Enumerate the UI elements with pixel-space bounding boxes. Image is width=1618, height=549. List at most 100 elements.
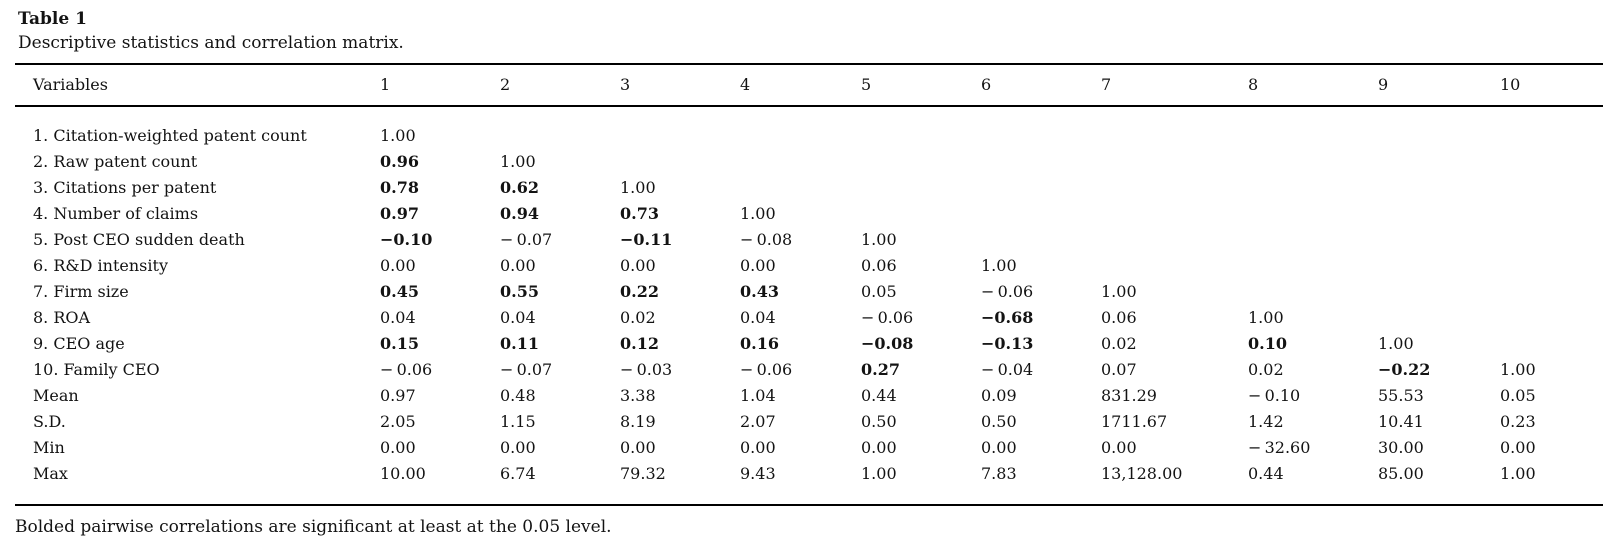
table-body: 1. Citation-weighted patent count 1.00 2. … [15,106,1603,505]
cell: 1.00 [1500,360,1536,379]
cell [981,149,1101,175]
table-row: Mean 0.97 0.48 3.38 1.04 0.44 0.09 831.29 − 0.10… [15,383,1603,409]
cell: 0.06 [1101,308,1137,327]
cell: 0.12 [620,334,659,353]
cell: 1.04 [740,386,776,405]
cell: 0.00 [1500,438,1536,457]
cell: 30.00 [1378,438,1424,457]
cell: 1.00 [861,464,897,483]
cell: 2.07 [740,412,776,431]
cell [1378,305,1500,331]
cell: − 0.07 [500,360,553,379]
cell [1500,175,1603,201]
cell: −0.22 [1378,360,1431,379]
cell [1378,201,1500,227]
row-label: S.D. [33,412,66,431]
cell: 0.07 [1101,360,1137,379]
row-label: 6. R&D intensity [33,256,168,275]
table-footnote: Bolded pairwise correlations are signifi… [15,517,612,537]
cell: 0.22 [620,282,659,301]
row-label: 9. CEO age [33,334,125,353]
cell: 0.00 [740,256,776,275]
cell: −0.13 [981,334,1034,353]
cell: − 0.06 [861,308,914,327]
cell: 0.00 [620,438,656,457]
table-row: 2. Raw patent count 0.96 1.00 [15,149,1603,175]
cell: 0.97 [380,204,419,223]
cell: 0.43 [740,282,779,301]
cell: 0.11 [500,334,539,353]
cell [1248,227,1378,253]
table-header-row: Variables 1 2 3 4 5 6 7 8 9 10 [15,64,1603,107]
cell: 6.74 [500,464,536,483]
table-row: 3. Citations per patent 0.78 0.62 1.00 [15,175,1603,201]
cell: 0.10 [1248,334,1287,353]
col-header-4: 4 [740,64,861,107]
cell: 10.41 [1378,412,1424,431]
cell: 0.97 [380,386,416,405]
cell: 0.48 [500,386,536,405]
cell: 1.00 [1378,334,1414,353]
cell: 0.73 [620,204,659,223]
cell: 0.05 [861,282,897,301]
col-header-2: 2 [500,64,620,107]
cell [1500,201,1603,227]
cell: 0.16 [740,334,779,353]
table-row: 7. Firm size 0.45 0.55 0.22 0.43 0.05 − 0.06 1.… [15,279,1603,305]
col-header-3: 3 [620,64,740,107]
cell: −0.68 [981,308,1034,327]
cell: 0.50 [981,412,1017,431]
cell [1378,253,1500,279]
cell [1101,149,1248,175]
paper-table-figure: Table 1 Descriptive statistics and corre… [15,9,1603,537]
cell: 1.00 [981,256,1017,275]
cell: 0.00 [1101,438,1137,457]
cell: 1.00 [380,126,416,145]
table-number: Table 1 [18,9,87,29]
cell: 8.19 [620,412,656,431]
cell: 3.38 [620,386,656,405]
cell: 1.42 [1248,412,1284,431]
cell [981,201,1101,227]
cell: 0.09 [981,386,1017,405]
cell: 0.00 [500,438,536,457]
cell: 0.96 [380,152,419,171]
cell: 0.00 [500,256,536,275]
cell [1500,279,1603,305]
cell: 831.29 [1101,386,1157,405]
cell [620,149,740,175]
cell [1248,253,1378,279]
cell [1101,253,1248,279]
cell: − 0.03 [620,360,673,379]
cell [740,149,861,175]
cell: 0.50 [861,412,897,431]
col-header-variables: Variables [15,64,380,107]
cell: 1.15 [500,412,536,431]
cell: 10.00 [380,464,426,483]
cell: 0.04 [740,308,776,327]
cell [1248,106,1378,149]
cell [500,106,620,149]
table-row: Min 0.00 0.00 0.00 0.00 0.00 0.00 0.00 − 32.60 30… [15,435,1603,461]
cell [861,106,981,149]
table-row: S.D. 2.05 1.15 8.19 2.07 0.50 0.50 1711.67 1.42 1… [15,409,1603,435]
cell: 0.45 [380,282,419,301]
cell [981,227,1101,253]
cell [1378,227,1500,253]
cell [740,106,861,149]
cell [1500,305,1603,331]
col-header-10: 10 [1500,64,1603,107]
row-label: Max [33,464,68,483]
cell [1500,253,1603,279]
cell [1378,175,1500,201]
row-label: 8. ROA [33,308,91,327]
cell: 0.00 [620,256,656,275]
cell: − 0.07 [500,230,553,249]
cell: 0.00 [380,256,416,275]
cell: 1.00 [861,230,897,249]
row-label: Min [33,438,65,457]
cell: 0.04 [380,308,416,327]
cell [1378,149,1500,175]
cell: 0.06 [861,256,897,275]
cell: 0.02 [1101,334,1137,353]
